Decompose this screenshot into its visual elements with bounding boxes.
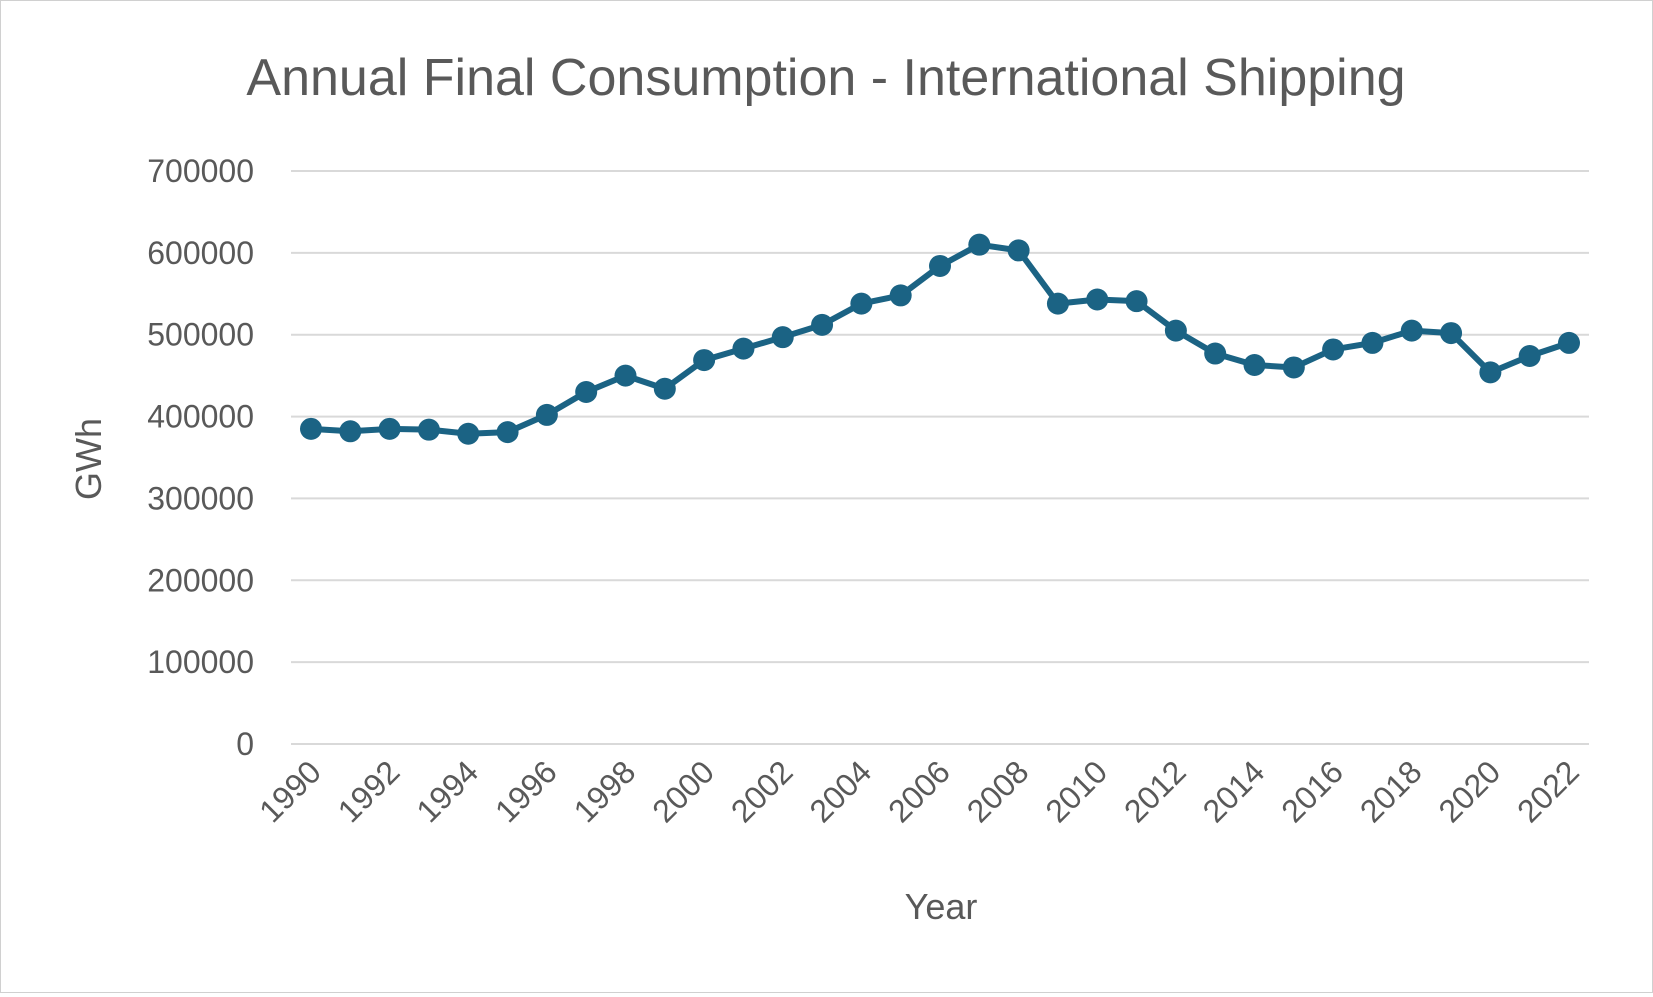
x-tick-label: 1990	[252, 753, 328, 829]
gridlines	[291, 170, 1589, 745]
data-point	[968, 233, 991, 256]
x-tick-label: 2016	[1274, 753, 1350, 829]
data-point	[1086, 288, 1109, 311]
data-point	[378, 417, 401, 440]
data-point	[889, 284, 912, 307]
data-point	[811, 313, 834, 336]
y-axis-label: GWh	[68, 418, 109, 500]
data-point	[929, 254, 951, 277]
x-tick-label: 2004	[803, 753, 879, 829]
data-point	[457, 422, 480, 445]
x-axis-ticks: 1990 1992 1994 1996 1998 2000 2002 2004 2006 2008…	[252, 753, 1586, 829]
x-axis-label: Year	[905, 886, 978, 927]
x-tick-label: 2022	[1510, 753, 1586, 829]
x-tick-label: 2020	[1432, 753, 1508, 829]
data-point	[300, 417, 322, 440]
x-tick-label: 1992	[331, 753, 407, 829]
y-tick-label: 100000	[147, 644, 254, 680]
x-tick-label: 2006	[881, 753, 957, 829]
x-tick-label: 1996	[488, 753, 564, 829]
data-point	[1479, 361, 1502, 384]
y-axis-ticks: 0 100000 200000 300000 400000 500000 600000 700…	[147, 153, 254, 762]
y-tick-label: 300000	[147, 480, 254, 516]
data-point	[1558, 331, 1580, 354]
x-tick-label: 2000	[645, 753, 721, 829]
data-point	[575, 381, 598, 404]
data-point	[614, 364, 637, 387]
data-point	[1400, 319, 1423, 342]
data-point	[1204, 342, 1227, 365]
data-point	[417, 418, 440, 441]
data-point	[339, 420, 362, 443]
x-tick-label: 2008	[960, 753, 1036, 829]
x-tick-label: 2012	[1117, 753, 1193, 829]
y-tick-label: 500000	[147, 317, 254, 353]
data-point	[653, 377, 676, 400]
data-point	[1007, 239, 1030, 262]
data-point	[1518, 344, 1541, 367]
data-point	[1322, 338, 1345, 361]
data-point	[693, 349, 716, 372]
data-point	[1046, 292, 1069, 315]
data-point	[1361, 331, 1384, 354]
chart-title: Annual Final Consumption - International…	[246, 49, 1405, 107]
x-tick-label: 2018	[1353, 753, 1429, 829]
data-point	[1440, 322, 1463, 345]
x-tick-label: 1998	[567, 753, 643, 829]
data-point	[1282, 356, 1305, 379]
plot-area	[300, 233, 1580, 445]
data-point	[771, 326, 794, 349]
y-tick-label: 400000	[147, 399, 254, 435]
y-tick-label: 600000	[147, 235, 254, 271]
data-point	[850, 292, 873, 315]
data-point	[496, 421, 519, 444]
x-tick-label: 2002	[724, 753, 800, 829]
data-point	[1243, 354, 1266, 377]
x-tick-label: 2014	[1196, 753, 1272, 829]
y-tick-label: 700000	[147, 153, 254, 189]
data-point	[1164, 319, 1187, 342]
data-point	[535, 403, 558, 426]
data-point	[1125, 290, 1148, 313]
data-point	[732, 337, 755, 360]
x-tick-label: 1994	[409, 753, 485, 829]
y-tick-label: 0	[236, 726, 254, 762]
y-tick-label: 200000	[147, 562, 254, 598]
x-tick-label: 2010	[1038, 753, 1114, 829]
